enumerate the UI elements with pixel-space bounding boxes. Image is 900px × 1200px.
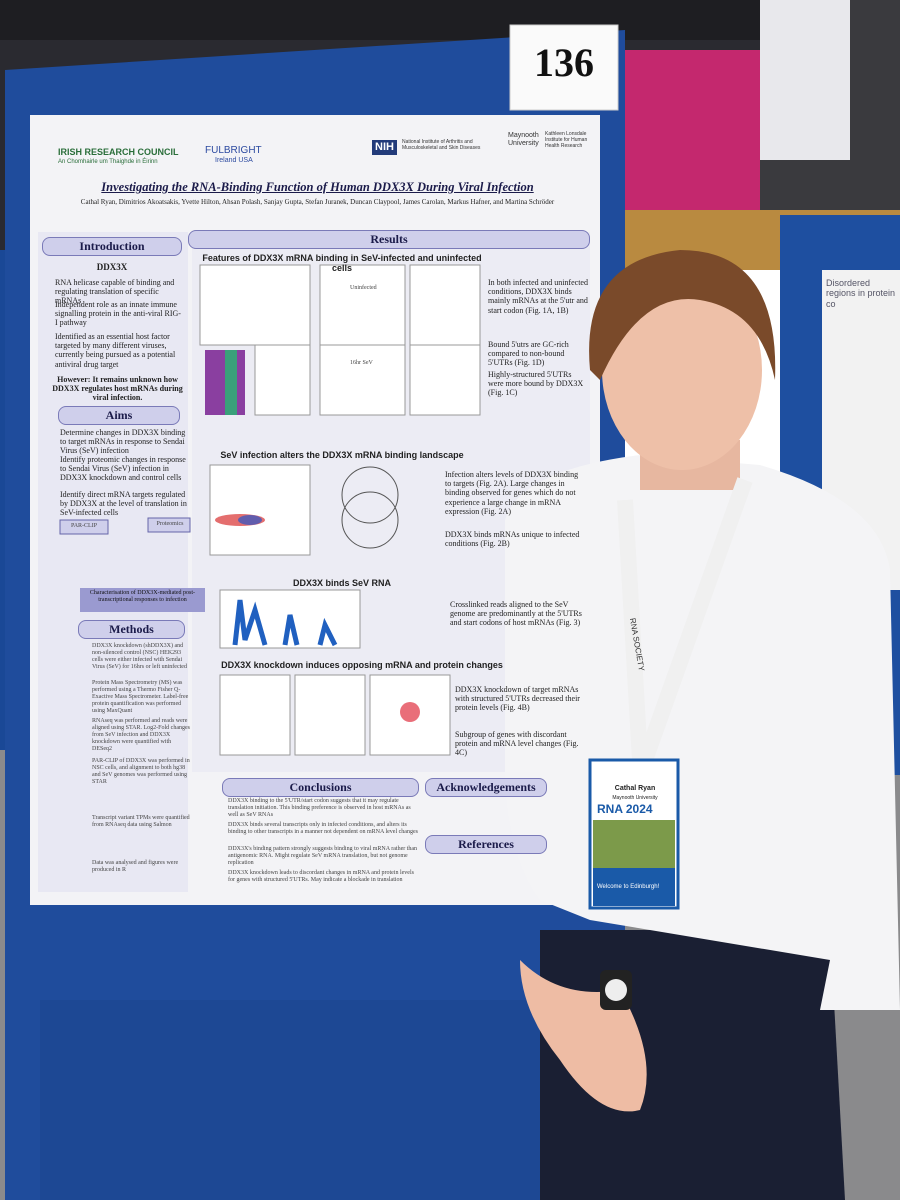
logo: An Chomhairle um Thaighde in Éirinn: [58, 159, 158, 165]
section-heading: References: [425, 835, 547, 854]
section-heading: Introduction: [42, 237, 182, 256]
box-label: PAR-CLIP: [70, 523, 98, 529]
logo: Maynooth University: [508, 132, 539, 148]
subheading: DDX3X knockdown induces opposing mRNA an…: [221, 660, 503, 670]
person: [505, 250, 900, 1200]
logo: IRISH RESEARCH COUNCIL: [58, 147, 179, 157]
panel-label: 16hr SeV: [350, 360, 373, 366]
neighbor-poster-title: Disordered regions in protein co: [826, 278, 896, 309]
logo: National Institute of Arthritis and Musc…: [402, 139, 481, 151]
badge-welcome: Welcome to Edinburgh!: [597, 884, 660, 890]
section-heading: Aims: [58, 406, 180, 425]
bullet: Identified as an essential host factor t…: [55, 332, 176, 369]
figures: [59, 264, 481, 756]
bullet: RNAseq was performed and reads were alig…: [92, 718, 191, 752]
bullet: Determine changes in DDX3X binding to ta…: [60, 428, 186, 456]
bullet: DDX3X binds several transcripts only in …: [228, 822, 418, 835]
badge-affiliation: Maynooth University: [612, 795, 658, 801]
bullet: DDX3X knockdown leads to discordant chan…: [228, 870, 414, 883]
logo: FULBRIGHT: [205, 145, 262, 156]
bullet: DDX3X's binding pattern strongly suggest…: [228, 846, 418, 866]
subheading: DDX3X: [96, 262, 128, 272]
bullet: RNA helicase capable of binding and regu…: [55, 278, 175, 306]
logo: NIH: [372, 140, 397, 155]
finding: DDX3X knockdown of target mRNAs with str…: [455, 685, 580, 713]
poster-authors: Cathal Ryan, Dimitrios Akoatsakis, Yvett…: [80, 198, 555, 206]
key-question: However: It remains unknown how DDX3X re…: [52, 375, 183, 403]
subheading: DDX3X binds SeV RNA: [292, 578, 392, 588]
logo: Kathleen Lonsdale Institute for Human He…: [545, 131, 588, 149]
bullet: Protein Mass Spectrometry (MS) was perfo…: [92, 680, 189, 714]
panel-label: Uninfected: [350, 285, 377, 291]
section-heading: Results: [188, 230, 590, 249]
logo: Ireland USA: [215, 157, 253, 164]
bullet: Independent role as an innate immune sig…: [55, 300, 181, 328]
bullet: PAR-CLIP of DDX3X was performed in NSC c…: [92, 758, 190, 785]
bullet: Transcript variant TPMs were quantified …: [92, 815, 190, 828]
badge-event: RNA 2024: [597, 802, 653, 816]
bullet: DDX3X binding to the 5'UTR/start codon s…: [228, 798, 411, 818]
finding: Subgroup of genes with discordant protei…: [455, 730, 579, 758]
poster-title: Investigating the RNA-Binding Function o…: [101, 180, 534, 194]
bullet: Data was analysed and figures were produ…: [92, 860, 179, 873]
bullet: Identify direct mRNA targets regulated b…: [60, 490, 187, 518]
subheading: Features of DDX3X mRNA binding in SeV-in…: [202, 253, 482, 274]
finding: DDX3X binds mRNAs unique to infected con…: [445, 530, 580, 549]
finding: Crosslinked reads aligned to the SeV gen…: [450, 600, 582, 628]
aims-summary: Characterisation of DDX3X-mediated post-…: [89, 590, 196, 603]
finding: Bound 5'utrs are GC-rich compared to non…: [488, 340, 569, 368]
subheading: SeV infection alters the DDX3X mRNA bind…: [220, 450, 464, 460]
bullet: Identify proteomic changes in response t…: [60, 455, 186, 483]
finding: Highly-structured 5'UTRs were more bound…: [488, 370, 584, 398]
finding: In both infected and uninfected conditio…: [488, 278, 588, 315]
bullet: DDX3X knockdown (shDDX3X) and non-silenc…: [92, 643, 187, 670]
box-label: Proteomics: [156, 521, 184, 527]
section-heading: Methods: [78, 620, 185, 639]
section-heading: Acknowledgements: [425, 778, 547, 797]
section-heading: Conclusions: [222, 778, 419, 797]
finding: Infection alters levels of DDX3X binding…: [445, 470, 579, 516]
badge-name: Cathal Ryan: [614, 785, 656, 792]
board-number: 136: [534, 40, 594, 85]
